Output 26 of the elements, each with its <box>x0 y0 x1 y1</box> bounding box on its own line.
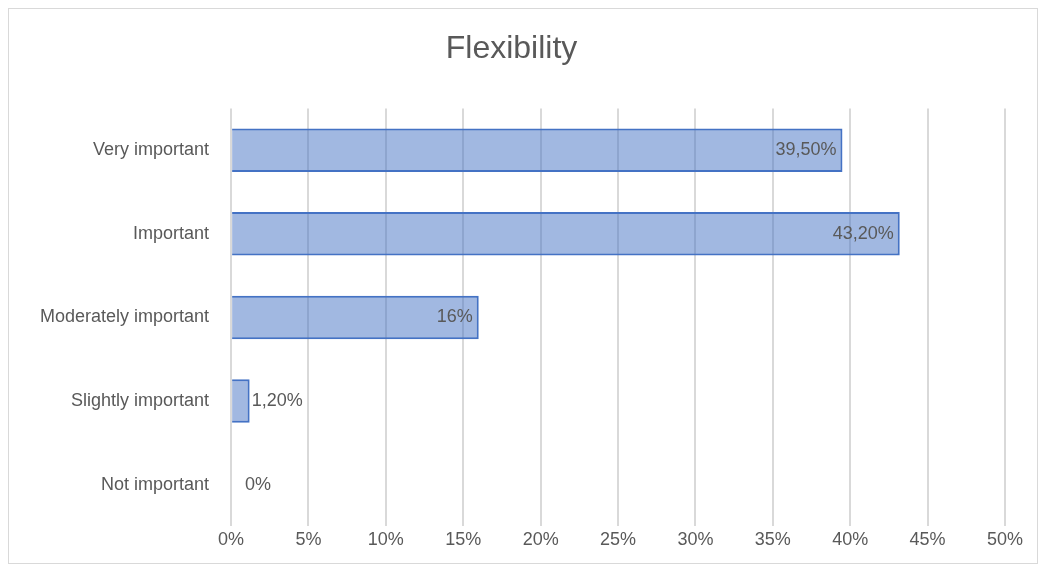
x-tick-label: 35% <box>754 529 791 550</box>
x-tick-label: 45% <box>909 529 946 550</box>
bar <box>232 212 900 256</box>
x-tick-label: 25% <box>600 529 637 550</box>
x-tick-label: 5% <box>295 529 322 550</box>
data-label: 43,20% <box>832 222 894 243</box>
data-label: 16% <box>436 306 473 327</box>
x-tick-label: 20% <box>522 529 559 550</box>
x-tick-label: 40% <box>832 529 869 550</box>
y-tick-label: Slightly important <box>71 389 210 410</box>
bar <box>232 379 250 423</box>
x-tick-label: 50% <box>986 529 1024 550</box>
data-label: 39,50% <box>775 139 837 160</box>
y-tick-label: Moderately important <box>40 306 210 327</box>
data-label: 0% <box>245 473 272 494</box>
x-tick-label: 30% <box>677 529 714 550</box>
x-tick-label: 0% <box>218 529 245 550</box>
x-tick-label: 10% <box>367 529 404 550</box>
y-tick-label: Not important <box>101 473 210 494</box>
chart-title: Flexibility <box>445 29 578 66</box>
y-tick-label: Very important <box>93 139 210 160</box>
y-tick-label: Important <box>133 222 210 243</box>
bar <box>232 128 843 172</box>
x-tick-label: 15% <box>445 529 482 550</box>
bar <box>232 295 479 340</box>
data-label: 1,20% <box>251 389 303 410</box>
